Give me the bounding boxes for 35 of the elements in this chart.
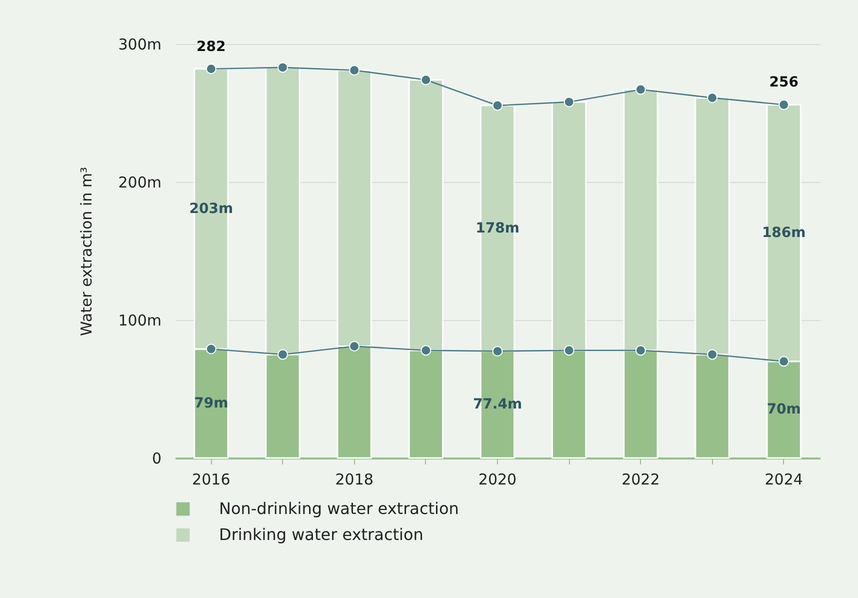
point: [420, 74, 432, 86]
data-label: 282: [196, 38, 226, 55]
point: [707, 349, 718, 360]
point: [635, 84, 646, 95]
legend-label: Non-drinking water extraction: [219, 499, 459, 518]
point: [349, 64, 360, 76]
point: [707, 92, 718, 104]
point: [349, 340, 360, 352]
data-label: 178m: [476, 220, 520, 236]
point: [277, 62, 288, 73]
point: [564, 345, 574, 356]
y-tick-label: 0: [152, 450, 162, 468]
y-tick-label: 300m: [118, 36, 162, 54]
legend-label: Drinking water extraction: [219, 525, 424, 544]
point: [635, 345, 646, 356]
x-tick-label: 2024: [764, 470, 803, 488]
point: [277, 349, 288, 360]
y-axis-title: Water extraction in m³: [77, 166, 96, 336]
point: [778, 99, 790, 110]
point: [420, 345, 432, 356]
x-tick-label: 2022: [622, 470, 660, 488]
y-tick-label: 100m: [118, 312, 162, 330]
data-label: 186m: [762, 225, 806, 242]
x-tick-label: 2020: [478, 470, 517, 488]
data-label: 203m: [189, 200, 234, 217]
data-label: 256: [769, 74, 798, 91]
y-tick-label: 200m: [118, 174, 162, 192]
point: [492, 346, 503, 356]
point: [492, 100, 503, 111]
point: [778, 356, 790, 367]
point: [206, 64, 216, 74]
point: [206, 344, 216, 354]
x-tick-label: 2018: [335, 470, 374, 488]
x-tick-label: 2016: [192, 470, 230, 488]
point: [564, 96, 574, 108]
